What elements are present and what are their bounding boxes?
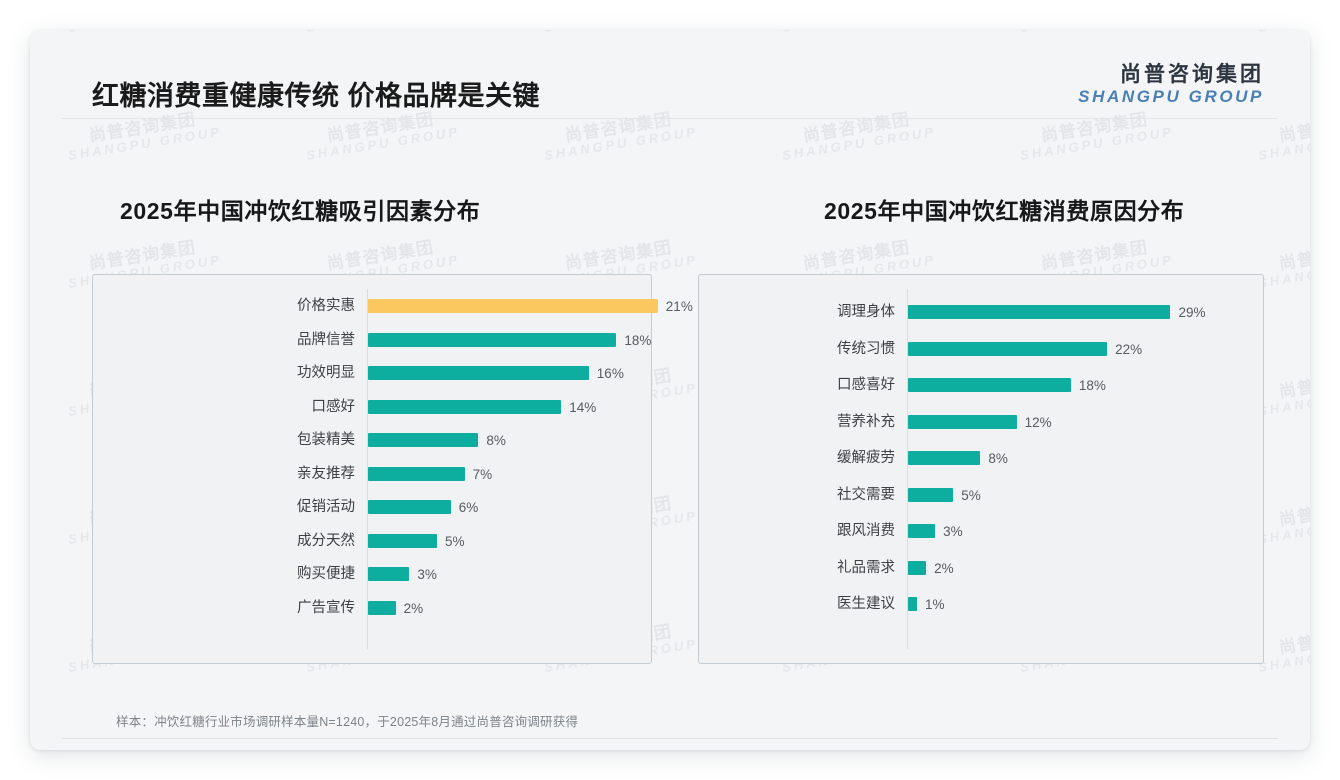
bar-category-label: 广告宣传 <box>297 599 355 616</box>
panel-attraction-factors: 2025年中国冲饮红糖吸引因素分布 价格实惠 21% 品牌信誉 18% 功效明显 16% 口… <box>92 192 693 664</box>
bar-category-label: 亲友推荐 <box>297 465 355 482</box>
panel-title-right: 2025年中国冲饮红糖消费原因分布 <box>824 198 1185 224</box>
bar-category-label: 医生建议 <box>837 596 895 612</box>
bar-value-label: 18% <box>1078 378 1106 393</box>
bar-segment <box>368 332 617 347</box>
bar-value-label: 3% <box>943 524 963 539</box>
bar-category-label: 包装精美 <box>297 432 355 448</box>
page-title: 红糖消费重健康传统 价格品牌是关键 <box>92 81 541 111</box>
footer-website: www.shangpu-china.com <box>1119 749 1264 750</box>
watermark-en: SHANGPU GROUP <box>67 123 223 163</box>
sample-footnote: 样本：冲饮红糖行业市场调研样本量N=1240，于2025年8月通过尚普咨询调研获… <box>116 715 579 729</box>
watermark-en: SHANGPU GROUP <box>1019 123 1175 163</box>
axis-line <box>367 289 368 649</box>
bar-value-label: 6% <box>458 500 479 515</box>
watermark-en: SHANGPU GROUP <box>1257 636 1310 675</box>
bar-segment <box>908 378 1071 392</box>
bar-segment <box>368 433 479 447</box>
watermark-en: SHANGPU GROUP <box>781 123 937 163</box>
bar-value-label: 2% <box>403 600 424 616</box>
brand-logo: 尚普咨询集团 SHANGPU GROUP <box>1078 63 1264 107</box>
bar-category-label: 缓解疲劳 <box>837 450 895 466</box>
bar-segment <box>368 500 451 514</box>
bar-value-label: 3% <box>417 567 437 582</box>
bar-value-label: 16% <box>596 366 624 381</box>
bar-value-label: 7% <box>472 466 493 482</box>
bar-segment <box>908 487 954 502</box>
footer-divider <box>62 738 1278 739</box>
bar-category-label: 调理身体 <box>837 304 895 320</box>
bar-segment <box>908 341 1108 356</box>
bar-segment <box>368 466 465 481</box>
bar-segment <box>368 567 410 581</box>
bar-value-label: 18% <box>624 332 652 348</box>
watermark-en: SHANGPU GROUP <box>1257 124 1310 163</box>
slide-canvas: 尚普咨询集团 SHANGPU GROUP 尚普咨询集团 SHANGPU GROUP 尚普… <box>30 30 1310 750</box>
bar-category-label: 营养补充 <box>837 413 895 430</box>
bar-segment <box>368 299 658 313</box>
bar-chart-attraction-factors: 价格实惠 21% 品牌信誉 18% 功效明显 16% 口感好 14% 包装精美 8% 亲友推荐 7% 促… <box>93 275 693 663</box>
bar-category-label: 礼品需求 <box>837 559 895 576</box>
bar-category-label: 传统习惯 <box>837 340 895 357</box>
chart-card-attraction-factors: 价格实惠 21% 品牌信誉 18% 功效明显 16% 口感好 14% 包装精美 8% 亲友推荐 7% 促… <box>92 274 693 664</box>
brand-name-en: SHANGPU GROUP <box>1078 87 1264 107</box>
bar-segment <box>908 597 918 611</box>
bar-value-label: 29% <box>1178 305 1206 320</box>
axis-line <box>907 289 908 649</box>
bar-category-label: 促销活动 <box>297 499 355 515</box>
bar-category-label: 购买便捷 <box>297 566 355 582</box>
bar-category-label: 成分天然 <box>297 532 355 549</box>
bar-segment <box>908 524 936 538</box>
panel-title-left: 2025年中国冲饮红糖吸引因素分布 <box>120 198 481 224</box>
bar-category-label: 口感喜好 <box>837 377 895 393</box>
bar-category-label: 价格实惠 <box>297 298 355 314</box>
bar-category-label: 跟风消费 <box>837 523 895 539</box>
bar-value-label: 5% <box>445 533 465 549</box>
chart-card-consumption-reasons: 调理身体 29% 传统习惯 22% 口感喜好 18% 营养补充 12% 缓解疲劳 8% 社交需要 5%… <box>698 274 1264 664</box>
footer-copyright: ©2025.10 SHANGPU GROUP <box>76 749 252 750</box>
bar-segment <box>908 414 1017 429</box>
watermark-cn: 尚普咨询集团 <box>778 746 934 751</box>
bar-category-label: 口感好 <box>311 398 356 415</box>
bar-segment <box>908 451 981 465</box>
bar-value-label: 8% <box>988 451 1008 466</box>
bar-segment <box>368 366 589 380</box>
watermark-cn: 尚普咨询集团 <box>302 746 458 751</box>
bar-category-label: 功效明显 <box>297 365 355 381</box>
watermark-en: SHANGPU GROUP <box>1257 252 1310 291</box>
watermark-cn: 尚普咨询集团 <box>540 746 696 751</box>
watermark-en: SHANGPU GROUP <box>543 123 699 163</box>
bar-value-label: 14% <box>569 399 597 415</box>
bar-value-label: 2% <box>934 560 954 576</box>
bar-segment <box>368 600 396 615</box>
bar-value-label: 8% <box>486 433 506 448</box>
slide-header: 红糖消费重健康传统 价格品牌是关键 尚普咨询集团 SHANGPU GROUP <box>30 30 1310 118</box>
bar-value-label: 21% <box>665 299 693 314</box>
bar-category-label: 社交需要 <box>837 486 895 503</box>
bar-chart-consumption-reasons: 调理身体 29% 传统习惯 22% 口感喜好 18% 营养补充 12% 缓解疲劳 8% 社交需要 5%… <box>699 275 1263 663</box>
watermark-en: SHANGPU GROUP <box>1257 380 1310 419</box>
watermark-en: SHANGPU GROUP <box>305 123 461 163</box>
bar-value-label: 5% <box>961 487 981 503</box>
brand-name-cn: 尚普咨询集团 <box>1120 63 1264 86</box>
header-divider <box>62 118 1278 119</box>
bar-segment <box>368 399 562 414</box>
watermark-en: SHANGPU GROUP <box>1257 508 1310 547</box>
panel-consumption-reasons: 2025年中国冲饮红糖消费原因分布 调理身体 29% 传统习惯 22% 口感喜好 18% 营… <box>698 192 1264 664</box>
bar-segment <box>908 305 1171 319</box>
bar-segment <box>368 533 437 548</box>
bar-segment <box>908 560 927 575</box>
bar-value-label: 12% <box>1024 414 1052 430</box>
bar-value-label: 22% <box>1115 341 1143 357</box>
bar-category-label: 品牌信誉 <box>297 331 355 348</box>
bar-value-label: 1% <box>925 597 945 612</box>
